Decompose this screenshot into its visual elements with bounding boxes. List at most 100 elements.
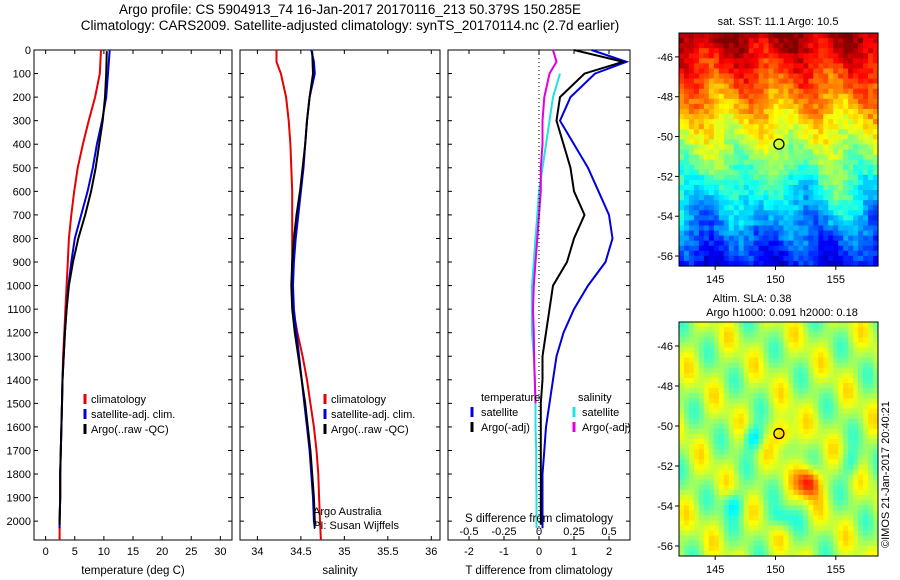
heatmap-cell (758, 63, 765, 70)
heatmap-cell (723, 58, 730, 64)
heatmap-cell (753, 505, 760, 511)
heatmap-cell (768, 93, 775, 100)
heatmap-cell (868, 184, 874, 191)
x-tick-label: 36 (425, 546, 437, 558)
heatmap-cell (868, 139, 874, 146)
heatmap-cell (788, 413, 795, 420)
heatmap-cell (813, 494, 819, 501)
heatmap-cell (853, 184, 859, 191)
heatmap-cell (758, 408, 765, 415)
heatmap-cell (873, 230, 879, 237)
heatmap-cell (753, 342, 760, 349)
heatmap-cell (768, 347, 775, 354)
heatmap-cell (798, 459, 804, 466)
heatmap-cell (733, 58, 740, 64)
heatmap-cell (738, 418, 745, 425)
heatmap-cell (783, 459, 790, 466)
heatmap-cell (788, 174, 795, 181)
heatmap-cell (818, 225, 824, 232)
heatmap-cell (848, 352, 854, 359)
heatmap-cell (698, 255, 705, 262)
heatmap-cell (758, 494, 765, 501)
heatmap-cell (733, 479, 740, 486)
heatmap-cell (683, 479, 690, 486)
heatmap-cell (828, 449, 834, 455)
heatmap-cell (788, 114, 795, 120)
heatmap-cell (768, 530, 775, 537)
heatmap-cell (773, 377, 780, 384)
heatmap-cell (728, 174, 735, 181)
heatmap-cell (843, 63, 849, 70)
heatmap-cell (698, 78, 705, 85)
heatmap-cell (713, 545, 720, 552)
heatmap-cell (698, 367, 705, 374)
heatmap-cell (873, 454, 879, 460)
heatmap-cell (803, 530, 809, 537)
heatmap-cell (858, 327, 864, 333)
heatmap-cell (718, 377, 725, 384)
heatmap-cell (679, 398, 685, 404)
heatmap-cell (848, 474, 854, 481)
heatmap-cell (708, 479, 715, 486)
heatmap-cell (703, 63, 710, 70)
heatmap-cell (753, 225, 760, 232)
credit-text: ©IMOS 21-Jan-2017 20:40:21 (880, 401, 892, 548)
heatmap-cell (813, 433, 819, 440)
heatmap-cell (803, 103, 809, 110)
heatmap-cell (738, 372, 745, 379)
heatmap-cell (723, 423, 730, 430)
heatmap-cell (758, 88, 765, 95)
heatmap-cell (768, 245, 775, 252)
heatmap-cell (763, 408, 770, 415)
heatmap-cell (743, 347, 750, 354)
heatmap-cell (798, 205, 804, 211)
heatmap-cell (768, 510, 775, 516)
heatmap-cell (853, 383, 859, 389)
heatmap-cell (848, 164, 854, 171)
heatmap-cell (833, 535, 839, 542)
heatmap-cell (713, 327, 720, 333)
heatmap-cell (793, 530, 799, 537)
heatmap-cell (728, 413, 735, 420)
heatmap-cell (783, 53, 790, 59)
heatmap-cell (813, 260, 819, 267)
heatmap-cell (833, 250, 839, 257)
heatmap-cell (873, 33, 879, 39)
heatmap-cell (679, 342, 685, 349)
heatmap-cell (768, 398, 775, 404)
heatmap-cell (863, 38, 869, 44)
y-tick-label: -50 (657, 132, 673, 144)
heatmap-cell (723, 68, 730, 75)
heatmap-cell (798, 174, 804, 181)
heatmap-cell (723, 43, 730, 49)
heatmap-cell (848, 58, 854, 64)
heatmap-cell (683, 469, 690, 476)
heatmap-cell (708, 403, 715, 410)
heatmap-cell (679, 489, 685, 496)
heatmap-cell (828, 418, 834, 425)
heatmap-cell (788, 515, 795, 521)
heatmap-cell (853, 489, 859, 496)
heatmap-cell (868, 83, 874, 90)
heatmap-cell (868, 98, 874, 105)
heatmap-cell (738, 408, 745, 415)
heatmap-cell (798, 33, 804, 39)
heatmap-cell (778, 58, 785, 64)
heatmap-cell (858, 352, 864, 359)
heatmap-cell (818, 255, 824, 262)
heatmap-cell (723, 408, 730, 415)
heatmap-cell (863, 149, 869, 156)
heatmap-cell (778, 423, 785, 430)
heatmap-cell (713, 423, 720, 430)
heatmap-cell (873, 114, 879, 120)
heatmap-cell (688, 119, 695, 125)
heatmap-cell (773, 240, 780, 247)
heatmap-cell (683, 43, 690, 49)
heatmap-cell (818, 367, 824, 374)
heatmap-cell (768, 327, 775, 333)
heatmap-cell (823, 459, 829, 466)
heatmap-cell (708, 129, 715, 135)
heatmap-cell (718, 215, 725, 222)
heatmap-cell (858, 33, 864, 39)
heatmap-cell (708, 159, 715, 166)
